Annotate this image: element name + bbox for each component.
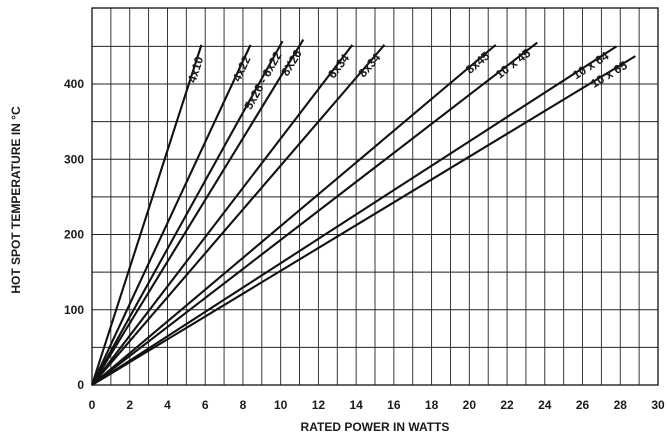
x-tick-label: 30 [651, 398, 665, 412]
x-axis-ticks: 0 2 4 6 8 10 12 14 16 18 20 22 24 26 28 30 [89, 398, 665, 412]
series-line [91, 45, 618, 386]
x-tick-label: 24 [538, 398, 552, 412]
y-axis-ticks: 0 100 200 300 400 [64, 77, 84, 392]
series-lines [91, 39, 636, 386]
y-tick-label: 100 [64, 303, 84, 317]
series-label: 10 x 45 [493, 46, 534, 82]
x-tick-label: 2 [126, 398, 133, 412]
x-tick-label: 0 [89, 398, 96, 412]
x-axis-title: RATED POWER IN WATTS [301, 420, 450, 434]
y-tick-label: 400 [64, 77, 84, 91]
x-tick-label: 14 [349, 398, 363, 412]
y-tick-label: 300 [64, 152, 84, 166]
series-line [91, 44, 386, 386]
series-line [91, 40, 284, 386]
x-tick-label: 18 [425, 398, 439, 412]
x-tick-label: 10 [274, 398, 288, 412]
series-line [91, 41, 538, 386]
series-label: 4x10 [185, 54, 207, 84]
y-tick-label: 200 [64, 228, 84, 242]
series-line [91, 44, 497, 386]
x-tick-label: 20 [463, 398, 477, 412]
series-label: 4x22 [230, 53, 254, 83]
x-tick-label: 22 [500, 398, 514, 412]
y-axis-title: HOT SPOT TEMPERATURE IN °C [9, 106, 23, 294]
x-tick-label: 6 [202, 398, 209, 412]
series-line [91, 44, 203, 386]
series-label: 8x34 [355, 50, 383, 80]
x-tick-label: 8 [240, 398, 247, 412]
x-tick-label: 12 [312, 398, 326, 412]
x-tick-label: 26 [576, 398, 590, 412]
series-line [91, 44, 252, 386]
series-line [91, 39, 305, 386]
y-tick-label: 0 [77, 378, 84, 392]
series-line [91, 55, 636, 386]
x-tick-label: 28 [614, 398, 628, 412]
series-line [91, 44, 354, 386]
series-label: 6x34 [325, 51, 353, 81]
x-tick-label: 16 [387, 398, 401, 412]
x-tick-label: 4 [164, 398, 171, 412]
series-label: 8X26 [278, 47, 305, 78]
plot-frame [91, 7, 659, 386]
